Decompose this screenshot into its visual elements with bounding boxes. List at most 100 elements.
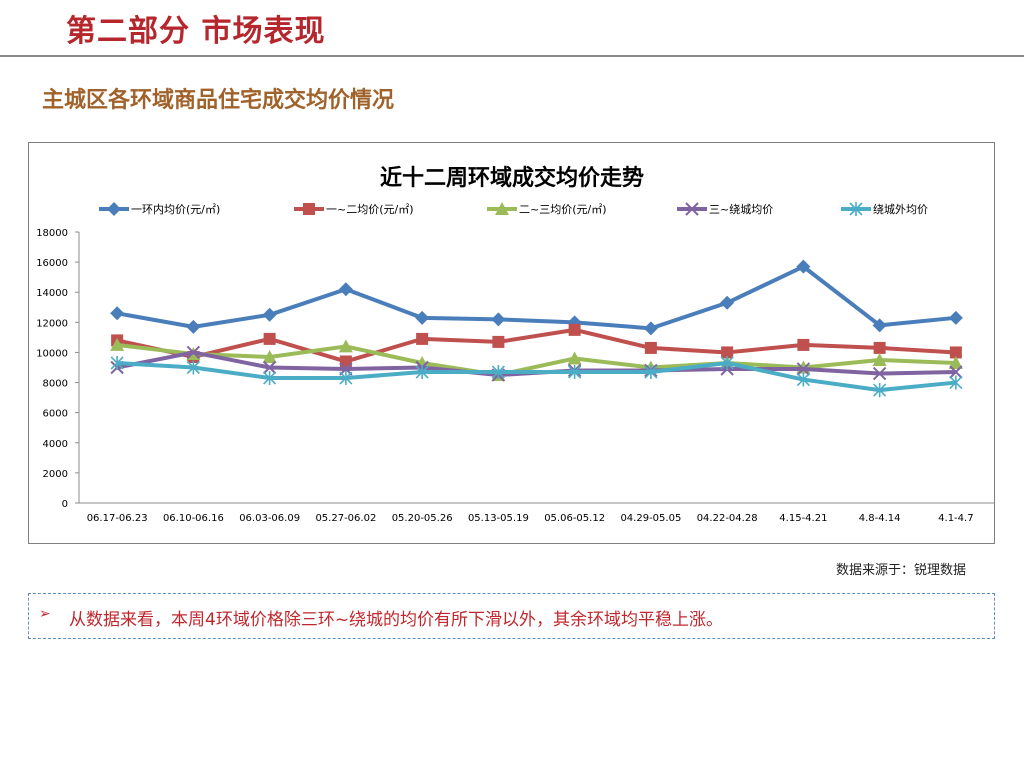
- data-point: [303, 203, 315, 215]
- y-tick-label: 14000: [36, 288, 68, 299]
- legend-label: 二~三均价(元/㎡): [519, 203, 607, 216]
- line-chart: 近十二周环域成交均价走势 一环内均价(元/㎡) 一~二均价(元/㎡) 二~三均价(元…: [36, 165, 994, 524]
- data-point: [262, 307, 277, 322]
- data-point: [107, 202, 121, 216]
- y-tick-label: 6000: [43, 409, 68, 420]
- data-point: [872, 366, 887, 381]
- data-point: [948, 310, 963, 325]
- x-tick-label: 04.22-04.28: [697, 513, 758, 524]
- data-point: [872, 352, 887, 366]
- data-point: [415, 310, 430, 325]
- data-point: [720, 295, 735, 310]
- data-point: [948, 355, 963, 369]
- chart-frame: 近十二周环域成交均价走势 一环内均价(元/㎡) 一~二均价(元/㎡) 二~三均价(元…: [28, 142, 995, 544]
- note-text: 从数据来看，本周4环域价格除三环~绕城的均价有所下滑以外，其余环域均平稳上涨。: [69, 610, 724, 630]
- data-source: 数据来源于：锐理数据: [835, 563, 966, 578]
- x-tick-label: 4.15-4.21: [779, 513, 827, 524]
- data-point: [338, 339, 353, 353]
- legend-item: 一环内均价(元/㎡): [99, 202, 220, 216]
- series-1: [110, 259, 963, 336]
- data-point: [568, 323, 581, 336]
- x-tick-label: 06.10-06.16: [163, 513, 224, 524]
- data-point: [720, 355, 734, 370]
- legend-label: 三~绕城均价: [709, 203, 773, 216]
- series-5: [110, 355, 963, 398]
- legend-item: 绕城外均价: [841, 202, 928, 216]
- x-tick-label: 4.1-4.7: [938, 513, 973, 524]
- y-tick-label: 2000: [43, 469, 68, 480]
- series-line: [117, 360, 957, 393]
- data-point: [644, 365, 658, 380]
- data-point: [872, 318, 887, 333]
- data-point: [644, 341, 657, 354]
- chart-series: [110, 259, 963, 398]
- data-point: [262, 360, 277, 375]
- y-tick-label: 18000: [36, 228, 68, 239]
- x-tick-label: 05.13-05.19: [468, 513, 529, 524]
- data-point: [949, 365, 963, 379]
- section-title: 主城区各环域商品住宅成交均价情况: [42, 88, 395, 113]
- note-box: ➢ 从数据来看，本周4环域价格除三环~绕城的均价有所下滑以外，其余环域均平稳上涨…: [28, 593, 995, 639]
- data-point: [186, 345, 201, 360]
- data-point: [949, 346, 962, 359]
- data-point: [186, 319, 201, 334]
- x-tick-label: 06.17-06.23: [87, 513, 148, 524]
- title-divider: [0, 55, 1024, 57]
- data-point: [110, 306, 125, 321]
- legend-item: 三~绕城均价: [677, 202, 773, 216]
- data-point: [568, 365, 582, 380]
- data-point: [567, 351, 582, 365]
- legend-label: 一~二均价(元/㎡): [326, 203, 414, 216]
- x-tick-label: 05.06-05.12: [544, 513, 605, 524]
- legend-item: 一~二均价(元/㎡): [294, 203, 414, 216]
- data-point: [263, 371, 277, 386]
- y-tick-label: 12000: [36, 318, 68, 329]
- data-point: [339, 371, 353, 386]
- data-point: [873, 383, 887, 398]
- y-tick-label: 4000: [43, 439, 68, 450]
- series-line: [116, 342, 956, 378]
- data-point: [949, 375, 963, 390]
- y-tick-label: 8000: [43, 379, 68, 390]
- data-point: [415, 365, 429, 380]
- x-tick-label: 05.27-06.02: [315, 513, 376, 524]
- data-point: [492, 335, 505, 348]
- chart-legend: 一环内均价(元/㎡) 一~二均价(元/㎡) 二~三均价(元/㎡) 三~绕城均价 绕城外均…: [99, 202, 928, 216]
- data-point: [721, 346, 734, 359]
- slide-title: 第二部分 市场表现: [66, 14, 326, 49]
- data-point: [186, 360, 200, 375]
- legend-label: 一环内均价(元/㎡): [131, 202, 220, 216]
- data-point: [416, 332, 429, 345]
- data-point: [643, 321, 658, 336]
- data-point: [110, 355, 124, 370]
- x-tick-label: 06.03-06.09: [239, 513, 300, 524]
- data-point: [685, 202, 699, 216]
- y-tick-label: 0: [62, 499, 68, 510]
- series-line: [116, 264, 957, 331]
- data-point: [796, 372, 810, 387]
- x-tick-label: 05.20-05.26: [392, 513, 453, 524]
- data-point: [110, 337, 125, 351]
- legend-label: 绕城外均价: [873, 203, 928, 216]
- legend-item: 二~三均价(元/㎡): [487, 202, 607, 216]
- data-point: [797, 338, 810, 351]
- y-tick-label: 10000: [36, 348, 68, 359]
- y-tick-label: 16000: [36, 258, 68, 269]
- data-point: [263, 332, 276, 345]
- data-point: [796, 259, 811, 274]
- data-point: [873, 341, 886, 354]
- chart-title: 近十二周环域成交均价走势: [380, 165, 644, 191]
- data-point: [338, 282, 353, 297]
- data-point: [491, 312, 506, 327]
- data-point: [339, 355, 352, 368]
- data-point: [849, 202, 863, 216]
- data-point: [796, 362, 811, 376]
- x-tick-label: 04.29-05.05: [620, 513, 681, 524]
- chart-axes: 0 2000 4000 6000 8000 10000 12000 14000 16000 180…: [36, 228, 994, 524]
- data-point: [495, 202, 509, 215]
- x-tick-label: 4.8-4.14: [859, 513, 901, 524]
- data-point: [491, 365, 505, 380]
- bullet-arrow-icon: ➢: [39, 606, 51, 622]
- series-line: [116, 327, 956, 364]
- data-point: [262, 349, 277, 363]
